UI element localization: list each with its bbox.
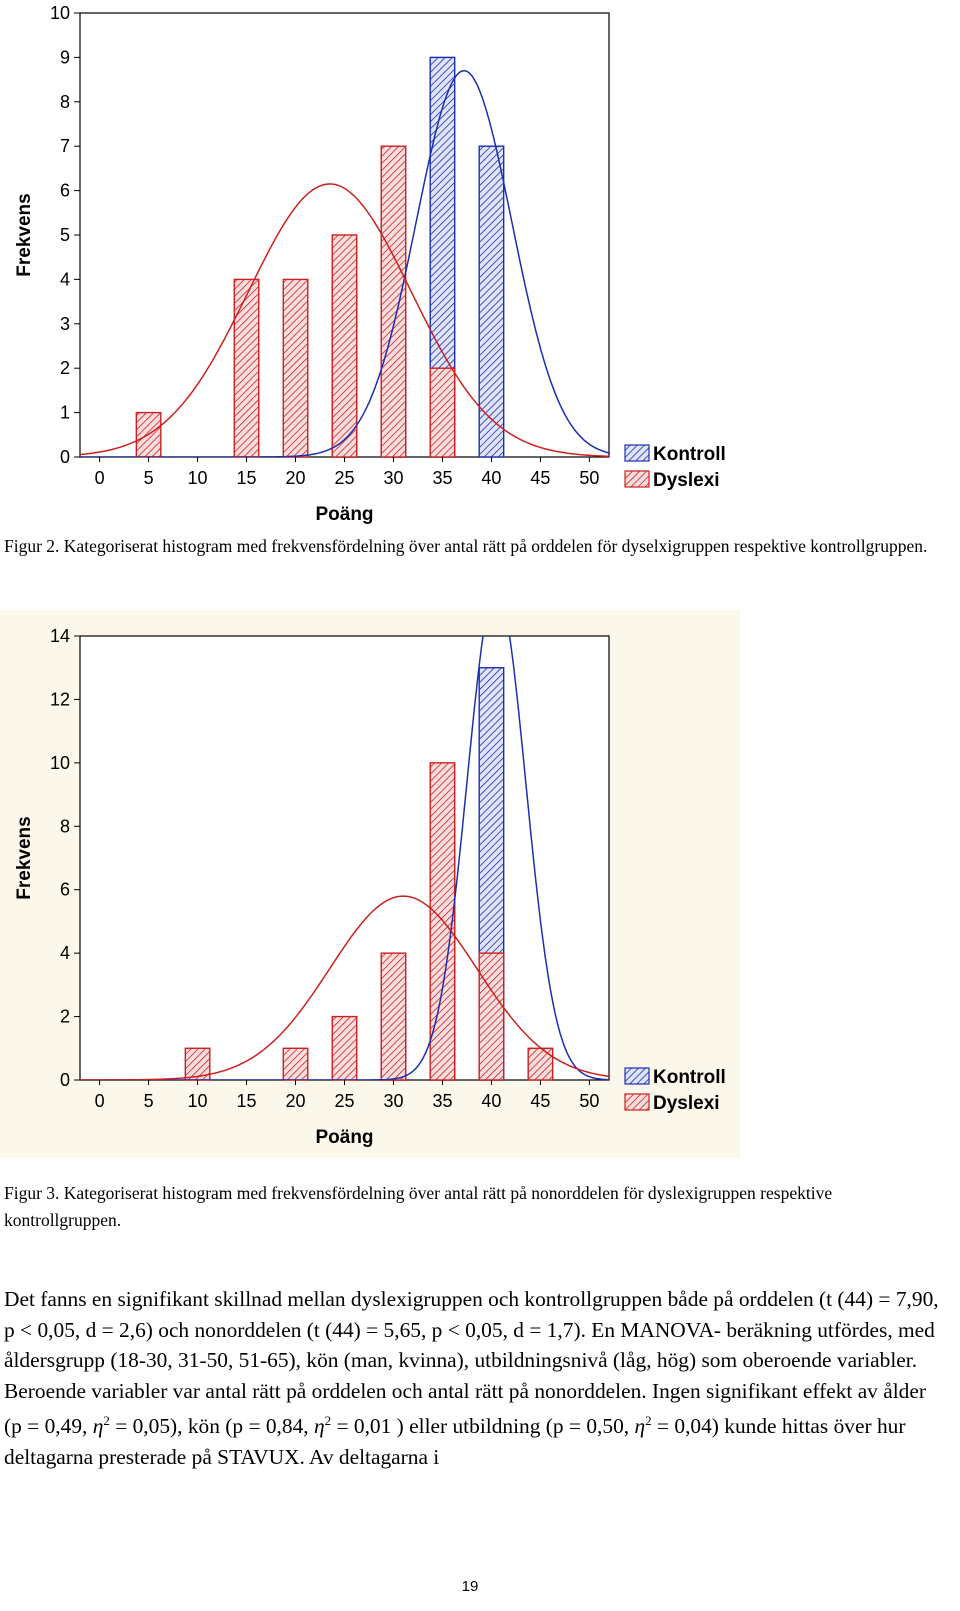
y-tick-label: 2 — [60, 1007, 70, 1027]
y-tick-label: 0 — [60, 1070, 70, 1090]
dyslexi-bar — [331, 234, 358, 458]
x-tick-label: 20 — [286, 468, 306, 488]
x-tick-label: 35 — [432, 1091, 452, 1111]
y-tick-label: 1 — [60, 403, 70, 423]
x-tick-label: 35 — [432, 468, 452, 488]
superscript-2: 2 — [103, 1413, 110, 1428]
dyslexi-bar — [282, 278, 309, 458]
dyslexi-legend-swatch — [624, 1093, 650, 1111]
y-tick-label: 3 — [60, 314, 70, 334]
dyslexi-normal-curve — [80, 895, 609, 1080]
dyslexi-bar — [380, 145, 407, 458]
dyslexi-bar — [331, 1015, 358, 1081]
dyslexi-legend-swatch — [624, 470, 650, 488]
x-tick-label: 30 — [383, 468, 403, 488]
kontroll-legend-swatch — [624, 1067, 650, 1085]
y-axis-label: Frekvens — [14, 193, 35, 276]
x-tick-label: 50 — [579, 1091, 599, 1111]
x-tick-label: 25 — [334, 468, 354, 488]
y-tick-label: 6 — [60, 880, 70, 900]
y-tick-label: 9 — [60, 47, 70, 67]
x-tick-label: 5 — [144, 1091, 154, 1111]
dyslexi-bar — [478, 952, 505, 1081]
figure-3-caption: Figur 3. Kategoriserat histogram med fre… — [4, 1183, 833, 1230]
kontroll-legend-swatch — [624, 444, 650, 462]
x-tick-label: 45 — [530, 1091, 550, 1111]
x-tick-label: 20 — [286, 1091, 306, 1111]
y-tick-label: 6 — [60, 181, 70, 201]
x-tick-label: 0 — [95, 1091, 105, 1111]
y-tick-label: 10 — [50, 753, 70, 773]
y-tick-label: 8 — [60, 816, 70, 836]
dyslexi-bar — [380, 952, 407, 1081]
x-tick-label: 15 — [237, 1091, 257, 1111]
x-tick-label: 40 — [481, 468, 501, 488]
x-tick-label: 15 — [237, 468, 257, 488]
x-tick-label: 10 — [188, 1091, 208, 1111]
kontroll-normal-curve — [80, 69, 609, 457]
eta-symbol: η — [92, 1414, 104, 1439]
y-tick-label: 4 — [60, 943, 70, 963]
figure-3-histogram: 0 2 4 6 8 10 12 14 0 5 10 15 20 25 30 35 40 45 50 Poäng Frek… — [0, 610, 740, 1158]
body-paragraph: Det fanns en signifikant skillnad mellan… — [4, 1284, 944, 1472]
y-tick-label: 2 — [60, 358, 70, 378]
y-tick-label: 0 — [60, 447, 70, 467]
y-tick-label: 5 — [60, 225, 70, 245]
x-axis-label: Poäng — [315, 504, 373, 525]
superscript-2: 2 — [324, 1413, 332, 1428]
x-tick-label: 25 — [334, 1091, 354, 1111]
dyslexi-bar — [429, 367, 456, 458]
dyslexi-legend-label: Dyslexi — [653, 470, 720, 491]
y-tick-label: 12 — [50, 689, 70, 709]
body-text-part-4: = 0,04) kunde hittas över hur deltagarna… — [4, 1414, 906, 1469]
y-axis-label: Frekvens — [14, 816, 35, 899]
dyslexi-bar — [233, 278, 260, 458]
x-tick-label: 0 — [95, 468, 105, 488]
x-tick-label: 45 — [530, 468, 550, 488]
y-tick-label: 7 — [60, 136, 70, 156]
x-tick-label: 50 — [579, 468, 599, 488]
dyslexi-legend-label: Dyslexi — [653, 1093, 720, 1114]
x-tick-label: 30 — [383, 1091, 403, 1111]
kontroll-legend-label: Kontroll — [653, 444, 726, 465]
page-number: 19 — [461, 1578, 479, 1595]
superscript-2: 2 — [645, 1413, 652, 1428]
dyslexi-bar — [527, 1047, 554, 1081]
plot-area — [79, 635, 610, 1081]
body-text-part-3: = 0,01 ) eller utbildning (p = 0,50, — [331, 1414, 635, 1439]
eta-symbol: η — [314, 1414, 325, 1439]
dyslexi-bar — [282, 1047, 309, 1081]
y-tick-label: 8 — [60, 92, 70, 112]
y-tick-label: 4 — [60, 269, 70, 289]
kontroll-legend-label: Kontroll — [653, 1067, 726, 1088]
kontroll-normal-curve — [80, 636, 609, 1080]
body-text-part-2: = 0,05), kön (p = 0,84, — [109, 1414, 314, 1439]
x-tick-label: 10 — [188, 468, 208, 488]
dyslexi-normal-curve — [80, 183, 609, 457]
x-axis-label: Poäng — [315, 1127, 373, 1148]
figure-2-caption: Figur 2. Kategoriserat histogram med fre… — [4, 536, 928, 556]
x-tick-label: 40 — [481, 1091, 501, 1111]
eta-symbol: η — [634, 1414, 646, 1439]
x-tick-label: 5 — [144, 468, 154, 488]
y-tick-label: 14 — [50, 626, 70, 646]
y-tick-label: 10 — [50, 3, 70, 23]
body-text-part-1: Det fanns en signifikant skillnad mellan… — [4, 1287, 939, 1439]
